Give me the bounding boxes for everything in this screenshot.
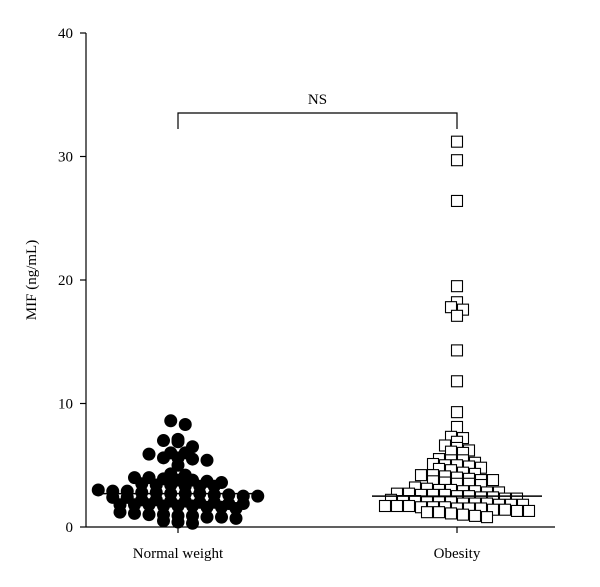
data-point (414, 469, 428, 482)
y-tick-label: 20 (58, 273, 73, 289)
data-point (215, 500, 228, 514)
data-point (178, 417, 192, 431)
data-point (450, 344, 464, 357)
data-points (91, 135, 536, 530)
y-tick-label: 30 (58, 150, 73, 166)
data-point (480, 511, 494, 524)
data-point (142, 447, 156, 461)
data-point (128, 506, 141, 520)
data-point (456, 508, 470, 521)
y-tick-label: 40 (58, 26, 73, 42)
data-point (251, 489, 265, 503)
data-point (186, 516, 199, 530)
data-point (510, 504, 524, 517)
data-point (171, 458, 185, 472)
data-point (378, 499, 392, 513)
data-point (200, 500, 214, 514)
data-point (498, 503, 512, 516)
data-point (186, 452, 199, 466)
data-point (450, 406, 464, 419)
data-point (229, 501, 243, 515)
y-tick-label: 0 (66, 520, 74, 536)
data-point (157, 434, 170, 448)
data-point (450, 135, 464, 148)
data-point (157, 451, 170, 465)
data-point (450, 280, 464, 293)
data-point (186, 499, 199, 513)
data-point (450, 194, 464, 208)
data-point (164, 414, 178, 428)
data-point (142, 508, 156, 522)
data-point (113, 505, 127, 519)
data-point (229, 511, 243, 525)
data-point (450, 309, 464, 322)
data-point (200, 453, 214, 467)
x-tick-label: Normal weight (133, 546, 224, 562)
x-tick-label: Obesity (434, 546, 481, 562)
data-point (432, 506, 446, 519)
data-point (171, 515, 185, 529)
data-point (171, 499, 185, 513)
data-point (444, 507, 458, 520)
y-axis-label: MIF (ng/mL) (24, 240, 40, 320)
data-point (91, 483, 105, 497)
data-point (468, 509, 482, 522)
data-point (420, 506, 434, 519)
data-point (402, 499, 416, 513)
significance-bracket: NS (177, 92, 458, 129)
data-point (215, 510, 228, 524)
data-point (171, 435, 185, 449)
data-point (390, 499, 404, 513)
bracket-line (177, 112, 458, 129)
data-point (522, 504, 536, 517)
bracket-label: NS (308, 92, 327, 108)
data-point (200, 510, 214, 524)
data-point (450, 154, 464, 167)
data-point (450, 375, 464, 388)
data-point (157, 514, 170, 528)
data-point (486, 474, 500, 487)
y-tick-label: 10 (58, 397, 73, 413)
median-lines (93, 492, 542, 497)
x-ticks: Normal weight Obesity (133, 527, 481, 562)
y-ticks: 0 10 20 30 40 (58, 26, 86, 536)
data-point (142, 498, 156, 512)
